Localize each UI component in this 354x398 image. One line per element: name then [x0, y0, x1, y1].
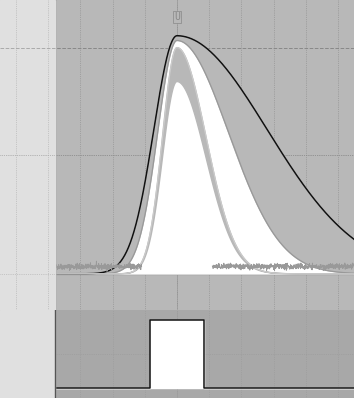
Bar	[0, 0, 55, 310]
Bar	[0, 310, 55, 398]
Text: U: U	[174, 12, 180, 21]
Bar	[0, 0, 55, 310]
